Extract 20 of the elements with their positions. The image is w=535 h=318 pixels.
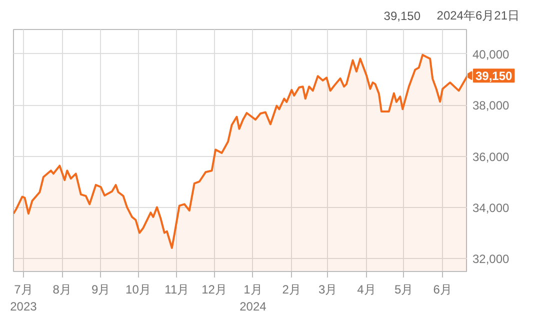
- y-tick-label: 36,000: [472, 150, 510, 164]
- x-tick-label: 9月: [91, 282, 110, 296]
- x-tick-label: 2月: [282, 282, 301, 296]
- x-tick-label: 8月: [52, 282, 72, 296]
- text: 39,150: [384, 9, 421, 23]
- x-tick-label: 11月: [164, 282, 190, 296]
- x-tick-label: 12月: [202, 282, 227, 296]
- x-tick-label: 5月: [394, 282, 414, 296]
- y-tick-label: 38,000: [472, 98, 510, 113]
- x-tick-label: 10月: [126, 282, 151, 296]
- text: 2024年6月21日: [436, 8, 520, 22]
- x-tick-label: 6月: [433, 282, 452, 296]
- y-tick-label: 32,000: [472, 252, 510, 266]
- y-tick-label: 34,000: [472, 200, 510, 215]
- x-tick-label: 1月 2024: [240, 282, 267, 314]
- y-tick-label: 40,000: [472, 47, 510, 62]
- x-tick-label: 7月 2023: [10, 282, 38, 314]
- x-tick-label: 4月: [357, 282, 376, 296]
- x-tick-label: 3月: [318, 282, 338, 296]
- annotation: 39,150: [476, 69, 513, 84]
